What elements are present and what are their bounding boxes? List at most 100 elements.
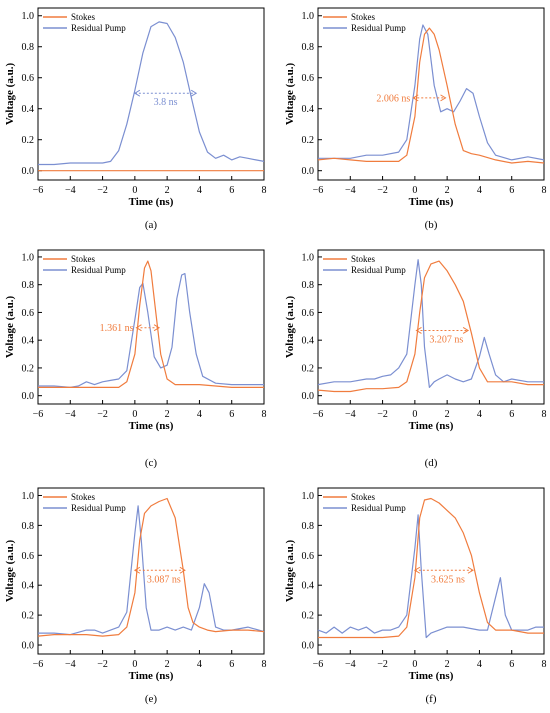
y-tick-label: 0.4 [22,104,35,115]
y-axis-label: Voltage (a.u.) [4,296,16,359]
x-tick-label: 0 [412,409,417,420]
y-tick-label: 0.2 [302,363,315,374]
x-tick-label: 6 [509,409,514,420]
panel-label: (c) [145,457,158,469]
x-tick-label: −6 [313,659,324,670]
y-tick-label: 0.2 [22,363,35,374]
x-axis-label: Time (ns) [409,420,454,432]
legend-label-residual-pump: Residual Pump [351,503,406,513]
x-tick-label: 0 [412,659,417,670]
x-tick-label: 8 [542,185,547,196]
y-axis-label: Voltage (a.u.) [284,296,296,359]
y-tick-label: 0.2 [22,611,35,622]
x-tick-label: −4 [345,409,356,420]
y-tick-label: 1.0 [22,11,35,22]
legend-label-residual-pump: Residual Pump [71,23,126,33]
series-line-residual-pump [38,21,265,166]
legend-label-stokes: Stokes [71,492,96,502]
y-tick-label: 0.2 [302,135,315,146]
fwhm-label: 3.8 ns [154,97,178,108]
y-tick-label: 0.0 [22,641,35,652]
panel-label: (e) [145,693,158,705]
y-tick-label: 1.0 [22,491,35,502]
y-tick-label: 0.6 [22,73,35,84]
chart-panel-1: −6 −4 −2 0 2 4 6 8 0.0 0.2 0.4 0.6 0.8 1.0 Time (ns) Vo… [4,7,267,231]
fwhm-arrow-left [415,327,422,334]
x-tick-label: 4 [477,409,482,420]
y-tick-label: 0.8 [22,280,35,291]
y-tick-label: 1.0 [302,491,315,502]
x-tick-label: −6 [33,409,44,420]
series-line-stokes [37,497,265,637]
fwhm-label: 3.625 ns [431,574,465,585]
y-tick-label: 0.8 [302,280,315,291]
x-tick-label: 4 [197,409,202,420]
x-tick-label: −2 [377,659,388,670]
x-tick-label: 0 [412,185,417,196]
fwhm-label: 1.361 ns [100,323,134,334]
panel-label: (d) [425,457,438,469]
x-tick-label: 0 [132,659,137,670]
fwhm-label: 3.087 ns [147,574,181,585]
y-tick-label: 0.6 [22,551,35,562]
y-tick-label: 0.0 [302,391,315,402]
y-axis-label: Voltage (a.u.) [4,540,16,603]
y-axis-label: Voltage (a.u.) [4,63,16,126]
x-axis-label: Time (ns) [129,670,174,682]
legend-label-residual-pump: Residual Pump [351,23,406,33]
x-axis-label: Time (ns) [409,196,454,208]
x-tick-label: −6 [313,185,324,196]
x-tick-label: 6 [509,659,514,670]
x-tick-label: −2 [377,185,388,196]
y-tick-label: 0.0 [22,166,35,177]
x-axis-label: Time (ns) [409,670,454,682]
y-axis-label: Voltage (a.u.) [284,540,296,603]
x-tick-label: 8 [262,659,267,670]
plot-frame [317,249,545,405]
x-tick-label: 2 [165,185,170,196]
series-line-residual-pump [38,273,264,388]
fwhm-arrow-left [413,566,421,574]
series-line-stokes [317,260,544,393]
fwhm-arrow-right [467,566,474,574]
fwhm-label: 2.006 ns [376,93,410,104]
x-axis-label: Time (ns) [129,420,174,432]
x-tick-label: 6 [229,409,234,420]
x-tick-label: 0 [132,409,137,420]
series-line-stokes [318,497,544,639]
x-tick-label: 8 [542,409,547,420]
x-tick-label: 4 [477,659,482,670]
fwhm-arrow-right [190,89,198,97]
chart-panel-6: −6 −4 −2 0 2 4 6 8 0.0 0.2 0.4 0.6 0.8 1.0 Time (ns) Vo… [284,487,547,705]
panel-label: (a) [145,219,158,231]
x-tick-label: −6 [313,409,324,420]
y-tick-label: 0.0 [302,641,315,652]
chart-panel-2: −6 −4 −2 0 2 4 6 8 0.0 0.2 0.4 0.6 0.8 1.0 Time (ns) Vo… [284,7,547,231]
fwhm-label: 3.207 ns [429,334,463,345]
series-line-residual-pump [317,514,544,639]
x-tick-label: −4 [345,185,356,196]
series-line-stokes [317,27,545,164]
x-axis-label: Time (ns) [129,196,174,208]
y-tick-label: 0.8 [22,521,35,532]
x-tick-label: 2 [445,185,450,196]
plot-frame [37,487,265,655]
x-tick-label: −4 [65,659,76,670]
chart-panel-4: −6 −4 −2 0 2 4 6 8 0.0 0.2 0.4 0.6 0.8 1.0 Time (ns) Vo… [284,249,547,469]
x-tick-label: 6 [229,185,234,196]
x-tick-label: 2 [165,409,170,420]
x-tick-label: 0 [132,185,137,196]
y-tick-label: 0.2 [22,135,35,146]
y-tick-label: 1.0 [302,11,315,22]
y-axis-label: Voltage (a.u.) [284,63,296,126]
y-tick-label: 1.0 [302,252,315,263]
y-tick-label: 0.4 [302,336,315,347]
x-tick-label: −4 [65,409,76,420]
x-tick-label: 4 [197,185,202,196]
x-tick-label: −6 [33,185,44,196]
legend-label-stokes: Stokes [351,492,376,502]
x-tick-label: 8 [262,185,267,196]
fwhm-arrow-right [440,94,447,102]
chart-panel-5: −6 −4 −2 0 2 4 6 8 0.0 0.2 0.4 0.6 0.8 1.0 Time (ns) Vo… [4,487,267,705]
